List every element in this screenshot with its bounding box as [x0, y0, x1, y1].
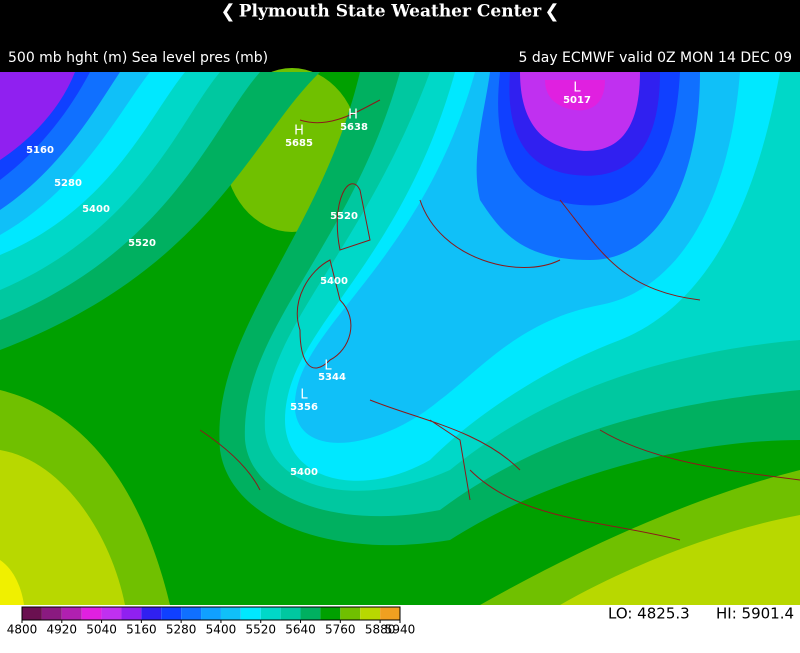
coastline	[199, 99, 800, 541]
colorbar-swatch	[360, 607, 381, 620]
colorbar-label: 5760	[325, 623, 356, 637]
colorbar-swatch	[320, 607, 341, 620]
colorbar-frame	[21, 606, 401, 621]
colorbar-label: 5040	[86, 623, 117, 637]
band	[0, 450, 125, 605]
pressure-center: H	[348, 108, 358, 123]
band	[560, 515, 800, 605]
contour-label: 5638	[340, 122, 368, 133]
map: 5160528054005520H5685H563855205400L5344L…	[0, 68, 800, 605]
band	[545, 80, 605, 111]
colorbar-swatch	[380, 607, 400, 620]
contour-label: 5520	[128, 238, 156, 249]
contour-label: 5160	[26, 145, 54, 156]
colorbar-swatch	[240, 607, 261, 620]
colorbar-label: 5880	[365, 623, 396, 637]
logo-right: ❮	[544, 1, 559, 22]
colorbar-label: 4800	[7, 623, 38, 637]
subtitle-left: 500 mb hght (m) Sea level pres (mb)	[8, 50, 268, 66]
colorbar-swatch	[41, 607, 62, 620]
logo-left: ❮	[220, 1, 235, 22]
colorbar: 4800 4920 5040 5160 5280 5400 5520 5640 5760 5880…	[7, 606, 416, 637]
colorbar-swatch	[161, 607, 182, 620]
contour-label: 5520	[330, 211, 358, 222]
pressure-center: L	[324, 359, 332, 374]
contour-label: 5344	[318, 372, 346, 383]
contour-label: 5400	[290, 467, 318, 478]
colorbar-label: 5520	[245, 623, 276, 637]
colorbar-swatch	[260, 607, 281, 620]
colorbar-swatch	[22, 607, 42, 620]
colorbar-label: 4920	[47, 623, 78, 637]
colorbar-label: 5640	[285, 623, 316, 637]
contour-label: 5400	[320, 276, 348, 287]
colorbar-swatch	[300, 607, 321, 620]
colorbar-swatch	[201, 607, 221, 620]
colorbar-swatch	[280, 607, 301, 620]
contour-label: 5400	[82, 204, 110, 215]
colorbar-label: 5400	[206, 623, 237, 637]
colorbar-label: 5280	[166, 623, 197, 637]
contour-label: 5356	[290, 402, 318, 413]
pressure-center: L	[300, 388, 308, 403]
pressure-center: H	[294, 124, 304, 139]
contour-label: 5280	[54, 178, 82, 189]
colorbar-swatch	[101, 607, 122, 620]
lo-value: LO: 4825.3	[608, 605, 690, 623]
colorbar-label: 5160	[126, 623, 157, 637]
hi-value: HI: 5901.4	[716, 605, 794, 623]
colorbar-label: 5940	[385, 623, 416, 637]
contour-label: 5685	[285, 138, 313, 149]
colorbar-swatch	[141, 607, 162, 620]
colorbar-swatch	[181, 607, 202, 620]
pressure-center: L	[573, 81, 581, 96]
subtitle-right: 5 day ECMWF valid 0Z MON 14 DEC 09	[519, 50, 793, 66]
colorbar-swatch	[220, 607, 241, 620]
colorbar-swatch	[121, 607, 142, 620]
colorbar-swatch	[81, 607, 102, 620]
band	[0, 72, 75, 160]
colorbar-swatch	[61, 607, 82, 620]
header-bar	[0, 0, 800, 72]
band	[0, 560, 24, 605]
contour-label: 5017	[563, 95, 591, 106]
colorbar-swatch	[340, 607, 361, 620]
title: Plymouth State Weather Center	[239, 2, 542, 22]
